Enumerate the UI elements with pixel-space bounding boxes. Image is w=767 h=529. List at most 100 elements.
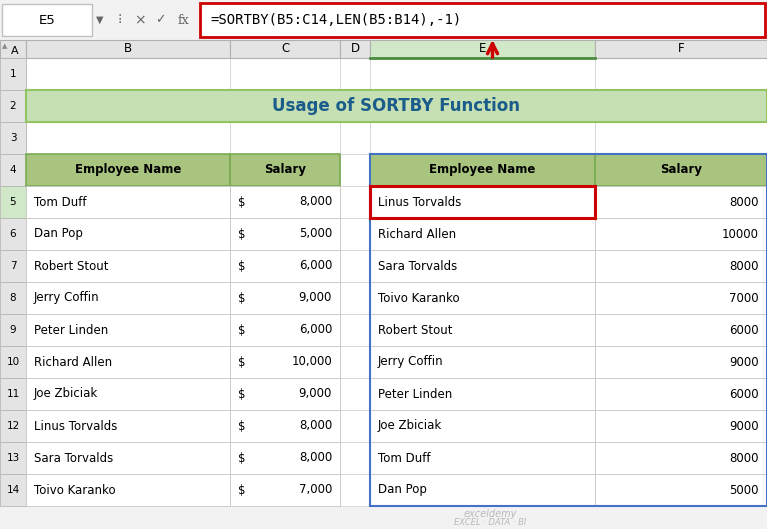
Text: Employee Name: Employee Name xyxy=(430,163,535,177)
Bar xyxy=(230,378,340,410)
Bar xyxy=(595,314,767,346)
Bar xyxy=(340,378,370,410)
Bar xyxy=(230,154,340,186)
Bar xyxy=(370,410,595,442)
Text: Joe Zbiciak: Joe Zbiciak xyxy=(378,419,443,433)
Bar xyxy=(26,314,230,346)
Bar xyxy=(370,154,595,186)
Bar xyxy=(0,122,26,154)
Text: 8000: 8000 xyxy=(729,451,759,464)
Text: 8,000: 8,000 xyxy=(299,451,332,464)
Bar xyxy=(595,442,767,474)
Text: fx: fx xyxy=(177,14,189,26)
Bar xyxy=(370,40,595,58)
Text: 6000: 6000 xyxy=(729,388,759,400)
Bar xyxy=(370,282,595,314)
Text: 3: 3 xyxy=(10,133,16,143)
Bar xyxy=(230,474,340,506)
Bar xyxy=(26,282,230,314)
Bar xyxy=(26,378,230,410)
Text: $: $ xyxy=(238,196,245,208)
Bar xyxy=(370,186,595,218)
Bar xyxy=(340,40,370,58)
Bar xyxy=(370,442,595,474)
Bar xyxy=(340,154,370,186)
Text: 7000: 7000 xyxy=(729,291,759,305)
Text: 9000: 9000 xyxy=(729,355,759,369)
Bar xyxy=(370,154,767,506)
Text: $: $ xyxy=(238,227,245,241)
Bar xyxy=(26,218,230,250)
Bar xyxy=(340,474,370,506)
Text: 10: 10 xyxy=(6,357,20,367)
Bar xyxy=(26,154,230,186)
Bar xyxy=(230,346,340,378)
Text: F: F xyxy=(678,42,684,56)
Bar xyxy=(595,314,767,346)
Bar xyxy=(370,218,595,250)
Bar xyxy=(370,218,595,250)
Bar xyxy=(26,186,230,218)
Bar xyxy=(595,346,767,378)
Text: 7,000: 7,000 xyxy=(298,484,332,497)
Bar xyxy=(370,122,595,154)
Bar xyxy=(26,410,230,442)
Text: =SORTBY(B5:C14,LEN(B5:B14),-1): =SORTBY(B5:C14,LEN(B5:B14),-1) xyxy=(210,13,461,27)
Text: 6: 6 xyxy=(10,229,16,239)
Text: 9,000: 9,000 xyxy=(298,388,332,400)
Text: Sara Torvalds: Sara Torvalds xyxy=(378,260,457,272)
Bar xyxy=(370,314,595,346)
Bar xyxy=(0,218,26,250)
Bar xyxy=(26,410,230,442)
Bar xyxy=(340,314,370,346)
Bar xyxy=(230,314,340,346)
Bar xyxy=(370,154,595,186)
Bar xyxy=(370,474,595,506)
Text: 14: 14 xyxy=(6,485,20,495)
Bar xyxy=(595,410,767,442)
Bar xyxy=(0,282,26,314)
Bar xyxy=(340,186,370,218)
Bar xyxy=(370,58,595,90)
Bar xyxy=(0,250,26,282)
Text: 7: 7 xyxy=(10,261,16,271)
Bar xyxy=(595,154,767,186)
Text: 4: 4 xyxy=(10,165,16,175)
Text: A: A xyxy=(12,46,19,56)
Text: $: $ xyxy=(238,324,245,336)
Text: C: C xyxy=(281,42,289,56)
Bar xyxy=(370,314,595,346)
Text: 1: 1 xyxy=(10,69,16,79)
Text: Richard Allen: Richard Allen xyxy=(378,227,456,241)
Bar xyxy=(26,314,230,346)
Bar xyxy=(230,410,340,442)
Bar xyxy=(370,250,595,282)
Bar xyxy=(370,410,595,442)
Bar xyxy=(595,282,767,314)
Bar xyxy=(340,250,370,282)
Bar xyxy=(230,282,340,314)
Bar xyxy=(230,250,340,282)
Text: 8,000: 8,000 xyxy=(299,419,332,433)
Bar xyxy=(0,90,26,122)
Text: $: $ xyxy=(238,388,245,400)
Text: Richard Allen: Richard Allen xyxy=(34,355,112,369)
Text: Employee Name: Employee Name xyxy=(75,163,181,177)
Bar xyxy=(0,186,26,218)
Text: Toivo Karanko: Toivo Karanko xyxy=(378,291,459,305)
Bar xyxy=(340,58,370,90)
Bar xyxy=(595,218,767,250)
Bar xyxy=(230,314,340,346)
Bar xyxy=(0,474,26,506)
Bar xyxy=(370,442,595,474)
Text: $: $ xyxy=(238,419,245,433)
Text: D: D xyxy=(351,42,360,56)
Bar xyxy=(230,40,340,58)
Text: $: $ xyxy=(238,291,245,305)
Text: Salary: Salary xyxy=(660,163,702,177)
Bar xyxy=(595,122,767,154)
Bar xyxy=(26,442,230,474)
Text: 6,000: 6,000 xyxy=(298,324,332,336)
Bar xyxy=(340,282,370,314)
Bar xyxy=(370,186,595,218)
